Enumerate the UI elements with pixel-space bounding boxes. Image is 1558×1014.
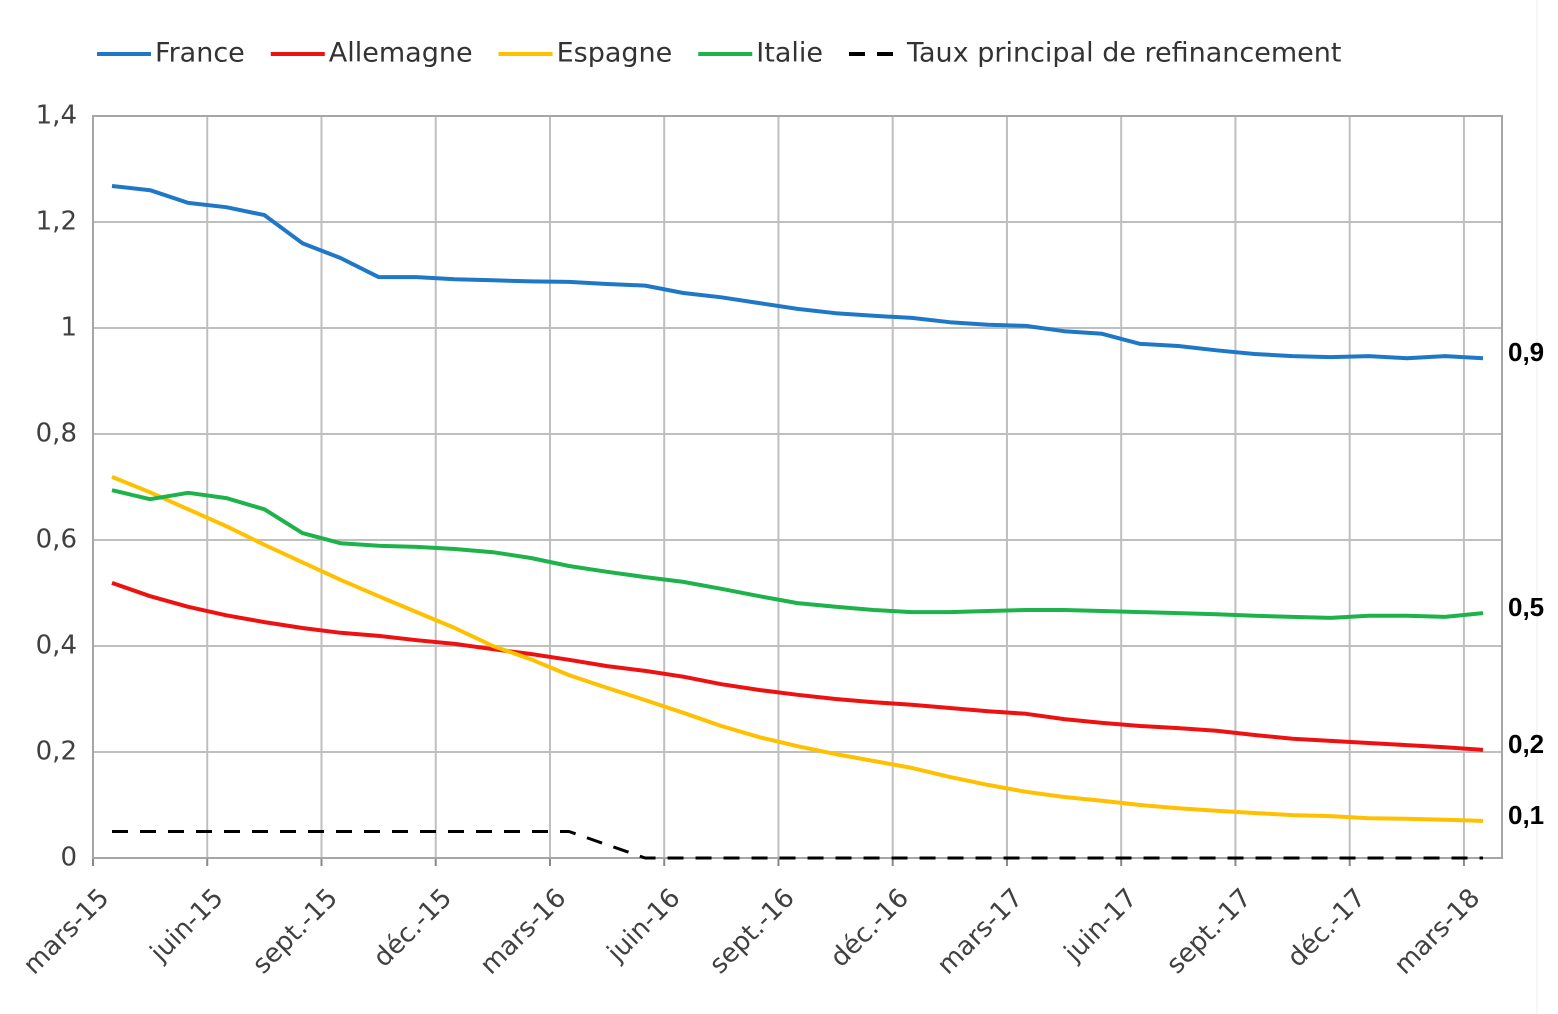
y-tick-label: 0,6 [36, 525, 77, 555]
y-tick-label: 1,2 [36, 207, 77, 237]
y-tick-label: 1 [60, 313, 77, 343]
y-tick-label: 1,4 [36, 101, 77, 131]
series-line [111, 475, 1484, 823]
end-label: 0,1 [1508, 800, 1544, 830]
y-tick-label: 0 [60, 843, 77, 873]
plot-frame [92, 115, 1503, 859]
y-tick-label: 0,2 [36, 737, 77, 767]
series-line [111, 581, 1484, 752]
legend-label: Taux principal de refinancement [906, 38, 1342, 69]
series-line [112, 830, 1483, 860]
end-label: 0,9 [1508, 337, 1544, 367]
y-tick-label: 0,8 [36, 419, 77, 449]
series-line [111, 184, 1484, 361]
legend-label: Italie [756, 38, 823, 69]
legend-label: France [155, 38, 245, 69]
legend-label: Espagne [557, 38, 673, 69]
end-label: 0,2 [1508, 729, 1544, 759]
end-label: 0,5 [1508, 592, 1544, 622]
series-line [111, 488, 1484, 620]
legend-label: Allemagne [329, 38, 473, 69]
y-tick-label: 0,4 [36, 631, 77, 661]
